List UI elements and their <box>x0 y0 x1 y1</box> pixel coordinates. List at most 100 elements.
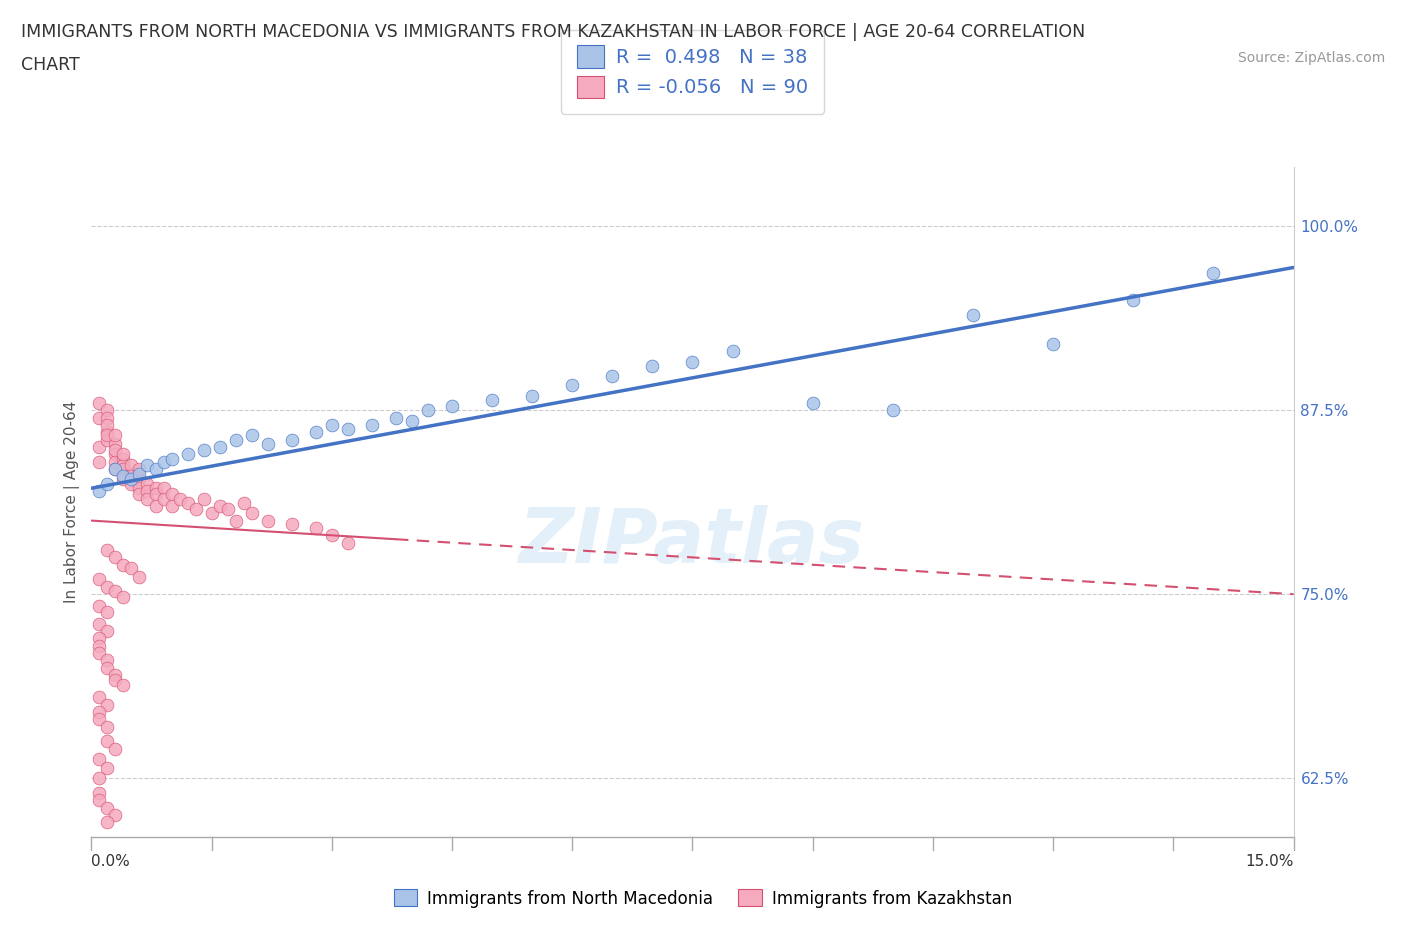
Point <box>281 516 304 531</box>
Point <box>225 432 247 447</box>
Point <box>104 454 127 469</box>
Point <box>96 719 118 734</box>
Point <box>96 623 118 638</box>
Point <box>96 815 118 830</box>
Point <box>152 491 174 506</box>
Point <box>217 501 239 516</box>
Point <box>136 484 159 498</box>
Point <box>145 481 167 496</box>
Point <box>96 579 118 594</box>
Point <box>136 491 159 506</box>
Point <box>96 800 118 815</box>
Point <box>104 443 127 458</box>
Point <box>89 599 111 614</box>
Point <box>145 498 167 513</box>
Point <box>89 711 111 726</box>
Point <box>121 466 143 481</box>
Point <box>112 461 135 476</box>
Point <box>128 481 150 496</box>
Point <box>305 425 328 440</box>
Point <box>136 458 159 472</box>
Point <box>89 440 111 455</box>
Point <box>96 604 118 619</box>
Point <box>232 496 254 511</box>
Point <box>385 410 408 425</box>
Point <box>96 542 118 557</box>
Point <box>145 461 167 476</box>
Point <box>121 472 143 486</box>
Point <box>104 447 127 462</box>
Text: 0.0%: 0.0% <box>91 854 131 869</box>
Point <box>440 398 463 413</box>
Point <box>96 476 118 491</box>
Point <box>96 432 118 447</box>
Point <box>96 660 118 675</box>
Point <box>89 617 111 631</box>
Point <box>176 496 198 511</box>
Point <box>112 678 135 693</box>
Point <box>336 536 359 551</box>
Point <box>561 378 583 392</box>
Point <box>128 486 150 501</box>
Point <box>281 432 304 447</box>
Text: CHART: CHART <box>21 56 80 73</box>
Point <box>89 395 111 410</box>
Point <box>89 751 111 766</box>
Point <box>193 491 215 506</box>
Legend: R =  0.498   N = 38, R = -0.056   N = 90: R = 0.498 N = 38, R = -0.056 N = 90 <box>561 30 824 113</box>
Point <box>89 690 111 705</box>
Point <box>208 498 231 513</box>
Point <box>152 454 174 469</box>
Point <box>104 807 127 822</box>
Point <box>104 668 127 683</box>
Point <box>160 486 183 501</box>
Point <box>104 428 127 443</box>
Point <box>96 698 118 712</box>
Point <box>104 461 127 476</box>
Point <box>121 476 143 491</box>
Point <box>104 436 127 451</box>
Point <box>121 458 143 472</box>
Point <box>96 734 118 749</box>
Point <box>96 403 118 418</box>
Point <box>112 557 135 572</box>
Text: 15.0%: 15.0% <box>1246 854 1294 869</box>
Point <box>360 418 382 432</box>
Point <box>96 418 118 432</box>
Point <box>1042 337 1064 352</box>
Point <box>240 428 263 443</box>
Point <box>112 447 135 462</box>
Point <box>104 741 127 756</box>
Point <box>401 413 423 428</box>
Point <box>89 454 111 469</box>
Point <box>160 451 183 466</box>
Point <box>641 359 664 374</box>
Point <box>882 403 904 418</box>
Point <box>128 466 150 481</box>
Text: Source: ZipAtlas.com: Source: ZipAtlas.com <box>1237 51 1385 65</box>
Point <box>89 792 111 807</box>
Legend: Immigrants from North Macedonia, Immigrants from Kazakhstan: Immigrants from North Macedonia, Immigra… <box>388 883 1018 914</box>
Point <box>112 469 135 484</box>
Point <box>89 410 111 425</box>
Point <box>128 569 150 584</box>
Point <box>89 572 111 587</box>
Point <box>321 528 343 543</box>
Point <box>121 560 143 575</box>
Point <box>89 771 111 786</box>
Point <box>89 786 111 801</box>
Point <box>225 513 247 528</box>
Point <box>193 443 215 458</box>
Point <box>104 584 127 599</box>
Text: ZIPatlas: ZIPatlas <box>519 505 866 579</box>
Point <box>160 498 183 513</box>
Point <box>96 410 118 425</box>
Point <box>602 369 624 384</box>
Point <box>240 506 263 521</box>
Point <box>256 436 278 451</box>
Point <box>96 653 118 668</box>
Point <box>145 486 167 501</box>
Point <box>89 704 111 719</box>
Point <box>112 472 135 486</box>
Point <box>416 403 439 418</box>
